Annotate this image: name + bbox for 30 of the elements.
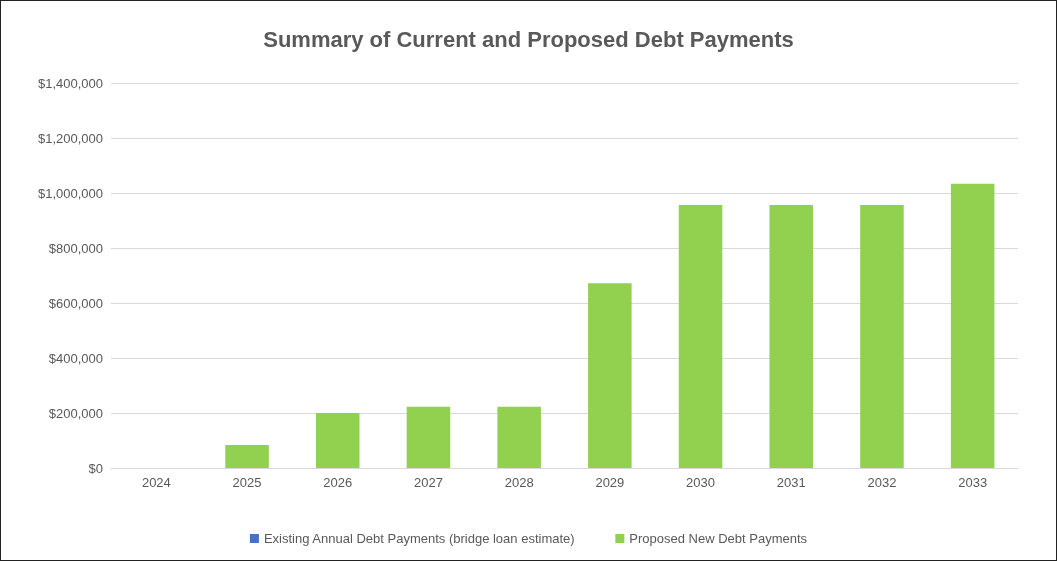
bar: [225, 444, 269, 468]
y-tick-label: $0: [88, 460, 103, 476]
x-tick-label: 2029: [595, 475, 625, 490]
y-tick-label: $600,000: [48, 295, 103, 311]
bar: [769, 205, 814, 468]
x-tick-label: 2025: [232, 475, 262, 490]
x-tick-label: 2031: [776, 475, 806, 490]
bar: [588, 283, 632, 468]
chart-title: Summary of Current and Proposed Debt Payments: [263, 26, 794, 52]
bar: [315, 413, 360, 468]
legend-label: Existing Annual Debt Payments (bridge loan estimate): [263, 531, 575, 546]
y-tick-label: $200,000: [48, 405, 103, 421]
y-tick-label: $1,400,000: [37, 75, 103, 91]
x-tick-label: 2033: [958, 475, 988, 490]
legend-label: Proposed New Debt Payments: [629, 531, 808, 546]
x-tick-label: 2024: [141, 475, 171, 490]
x-tick-label: 2032: [867, 475, 897, 490]
x-tick-label: 2028: [504, 475, 534, 490]
bar: [406, 406, 451, 468]
bar: [860, 205, 904, 468]
y-tick-label: $1,200,000: [37, 130, 103, 146]
bar: [497, 406, 541, 468]
y-tick-label: $800,000: [48, 240, 103, 256]
bar: [950, 183, 995, 468]
x-tick-label: 2030: [686, 475, 716, 490]
y-tick-label: $1,000,000: [37, 185, 103, 201]
y-tick-label: $400,000: [48, 350, 103, 366]
x-tick-label: 2026: [323, 475, 353, 490]
bar: [678, 205, 723, 468]
x-tick-label: 2027: [413, 475, 443, 490]
